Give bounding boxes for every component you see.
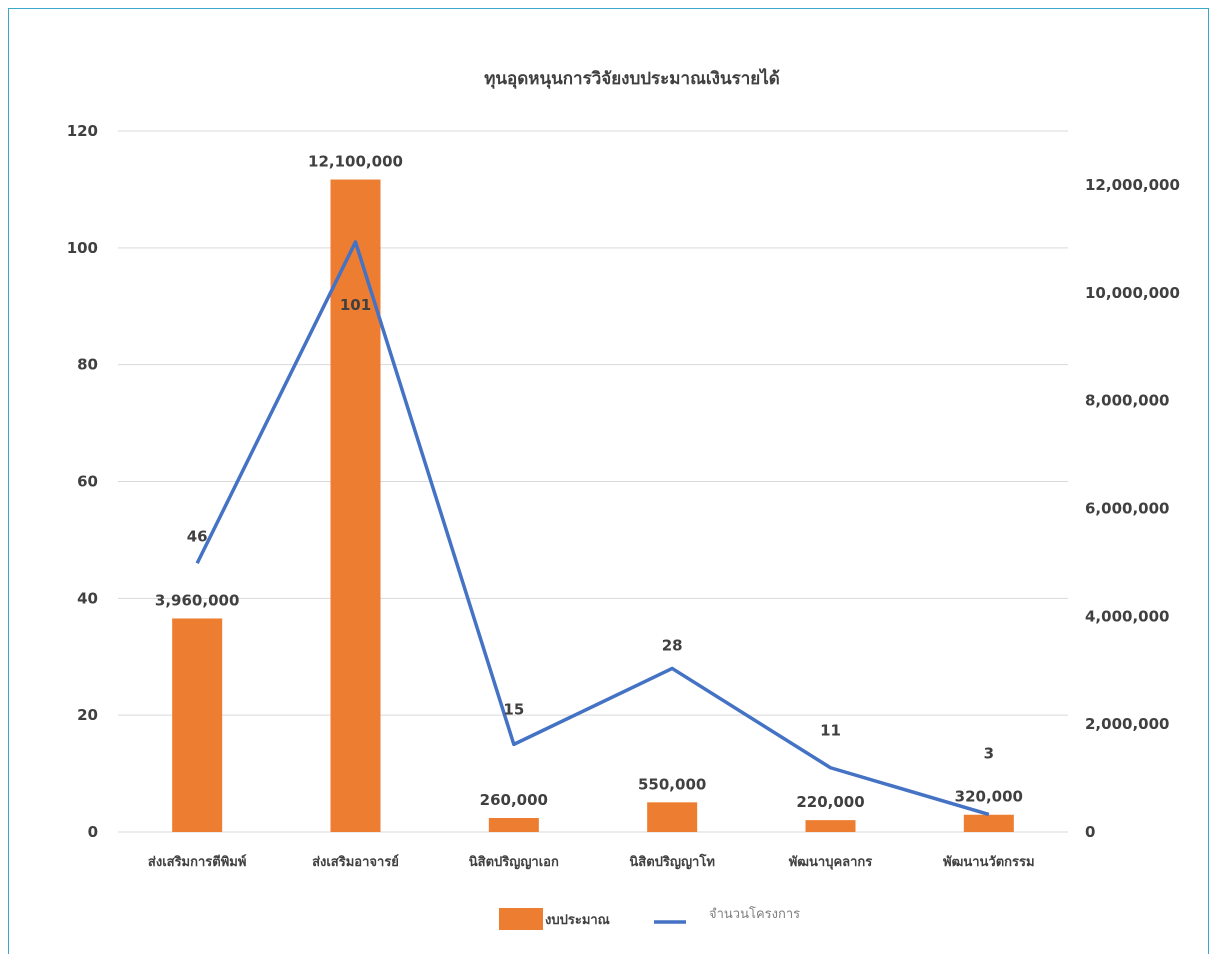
left-tick-label: 60 bbox=[77, 473, 98, 491]
line-data-label: 11 bbox=[820, 722, 841, 740]
category-label: นิสิตปริญญาเอก bbox=[469, 855, 559, 870]
legend-bar-label: งบประมาณ bbox=[545, 913, 610, 928]
left-tick-label: 20 bbox=[77, 706, 98, 724]
bar bbox=[647, 802, 698, 832]
bar-data-label: 220,000 bbox=[796, 793, 864, 811]
left-tick-label: 80 bbox=[77, 356, 98, 374]
left-tick-label: 40 bbox=[77, 589, 98, 607]
line-data-label: 46 bbox=[187, 527, 208, 545]
category-label: พัฒนาบุคลากร bbox=[789, 855, 873, 870]
bar-data-label: 260,000 bbox=[480, 791, 548, 809]
left-axis-ticks: 0 20 40 60 80 100 120 bbox=[67, 122, 98, 841]
bar bbox=[963, 814, 1014, 832]
bar bbox=[172, 618, 223, 832]
category-label: ส่งเสริมการตีพิมพ์ bbox=[148, 854, 247, 870]
bar-data-label: 3,960,000 bbox=[155, 591, 239, 609]
bar bbox=[330, 179, 381, 832]
chart-title: ทุนอุดหนุนการวิจัยงบประมาณเงินรายได้ bbox=[484, 68, 780, 89]
category-label: ส่งเสริมอาจารย์ bbox=[312, 854, 399, 870]
right-tick-label: 0 bbox=[1085, 823, 1095, 841]
chart-frame bbox=[8, 8, 1209, 954]
gridlines bbox=[118, 130, 1068, 833]
bar-data-label: 320,000 bbox=[955, 788, 1023, 806]
right-axis-ticks: 0 2,000,000 4,000,000 6,000,000 8,000,000 10,… bbox=[1085, 176, 1180, 841]
legend-bar-swatch bbox=[499, 908, 543, 930]
right-tick-label: 6,000,000 bbox=[1085, 499, 1169, 517]
category-label: นิสิตปริญญาโท bbox=[629, 853, 715, 870]
legend: งบประมาณ จำนวนโครงการ bbox=[499, 906, 800, 930]
line-data-label: 28 bbox=[662, 636, 683, 654]
line-data-label: 3 bbox=[984, 744, 994, 762]
left-tick-label: 100 bbox=[67, 239, 98, 257]
category-label: พัฒนานวัตกรรม bbox=[943, 855, 1035, 870]
bar-series: 3,960,000 12,100,000 260,000 550,000 220,000… bbox=[155, 153, 1023, 832]
bar-data-label: 12,100,000 bbox=[308, 153, 403, 171]
bar bbox=[805, 820, 856, 832]
right-tick-label: 2,000,000 bbox=[1085, 715, 1169, 733]
line-data-label: 15 bbox=[503, 700, 524, 718]
right-tick-label: 12,000,000 bbox=[1085, 176, 1180, 194]
right-tick-label: 8,000,000 bbox=[1085, 392, 1169, 410]
bar bbox=[488, 817, 539, 832]
right-tick-label: 10,000,000 bbox=[1085, 284, 1180, 302]
left-tick-label: 0 bbox=[88, 823, 98, 841]
right-tick-label: 4,000,000 bbox=[1085, 607, 1169, 625]
line-series: 46 101 15 28 11 3 bbox=[187, 240, 994, 817]
category-labels: ส่งเสริมการตีพิมพ์ ส่งเสริมอาจารย์ นิสิตปร… bbox=[148, 853, 1035, 870]
bar-data-label: 550,000 bbox=[638, 775, 706, 793]
line-data-label: 101 bbox=[340, 296, 371, 314]
line-path bbox=[195, 240, 990, 817]
left-tick-label: 120 bbox=[67, 122, 98, 140]
legend-line-label: จำนวนโครงการ bbox=[709, 906, 800, 922]
